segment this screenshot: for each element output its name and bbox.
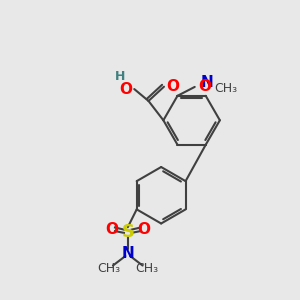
Text: N: N [122, 246, 134, 261]
Text: CH₃: CH₃ [136, 262, 159, 275]
Text: O: O [198, 80, 211, 94]
Text: O: O [119, 82, 132, 97]
Text: N: N [201, 76, 214, 91]
Text: H: H [115, 70, 126, 83]
Text: O: O [105, 222, 118, 237]
Text: CH₃: CH₃ [97, 262, 120, 275]
Text: CH₃: CH₃ [214, 82, 238, 95]
Text: S: S [121, 223, 134, 241]
Text: O: O [166, 79, 179, 94]
Text: O: O [138, 222, 151, 237]
